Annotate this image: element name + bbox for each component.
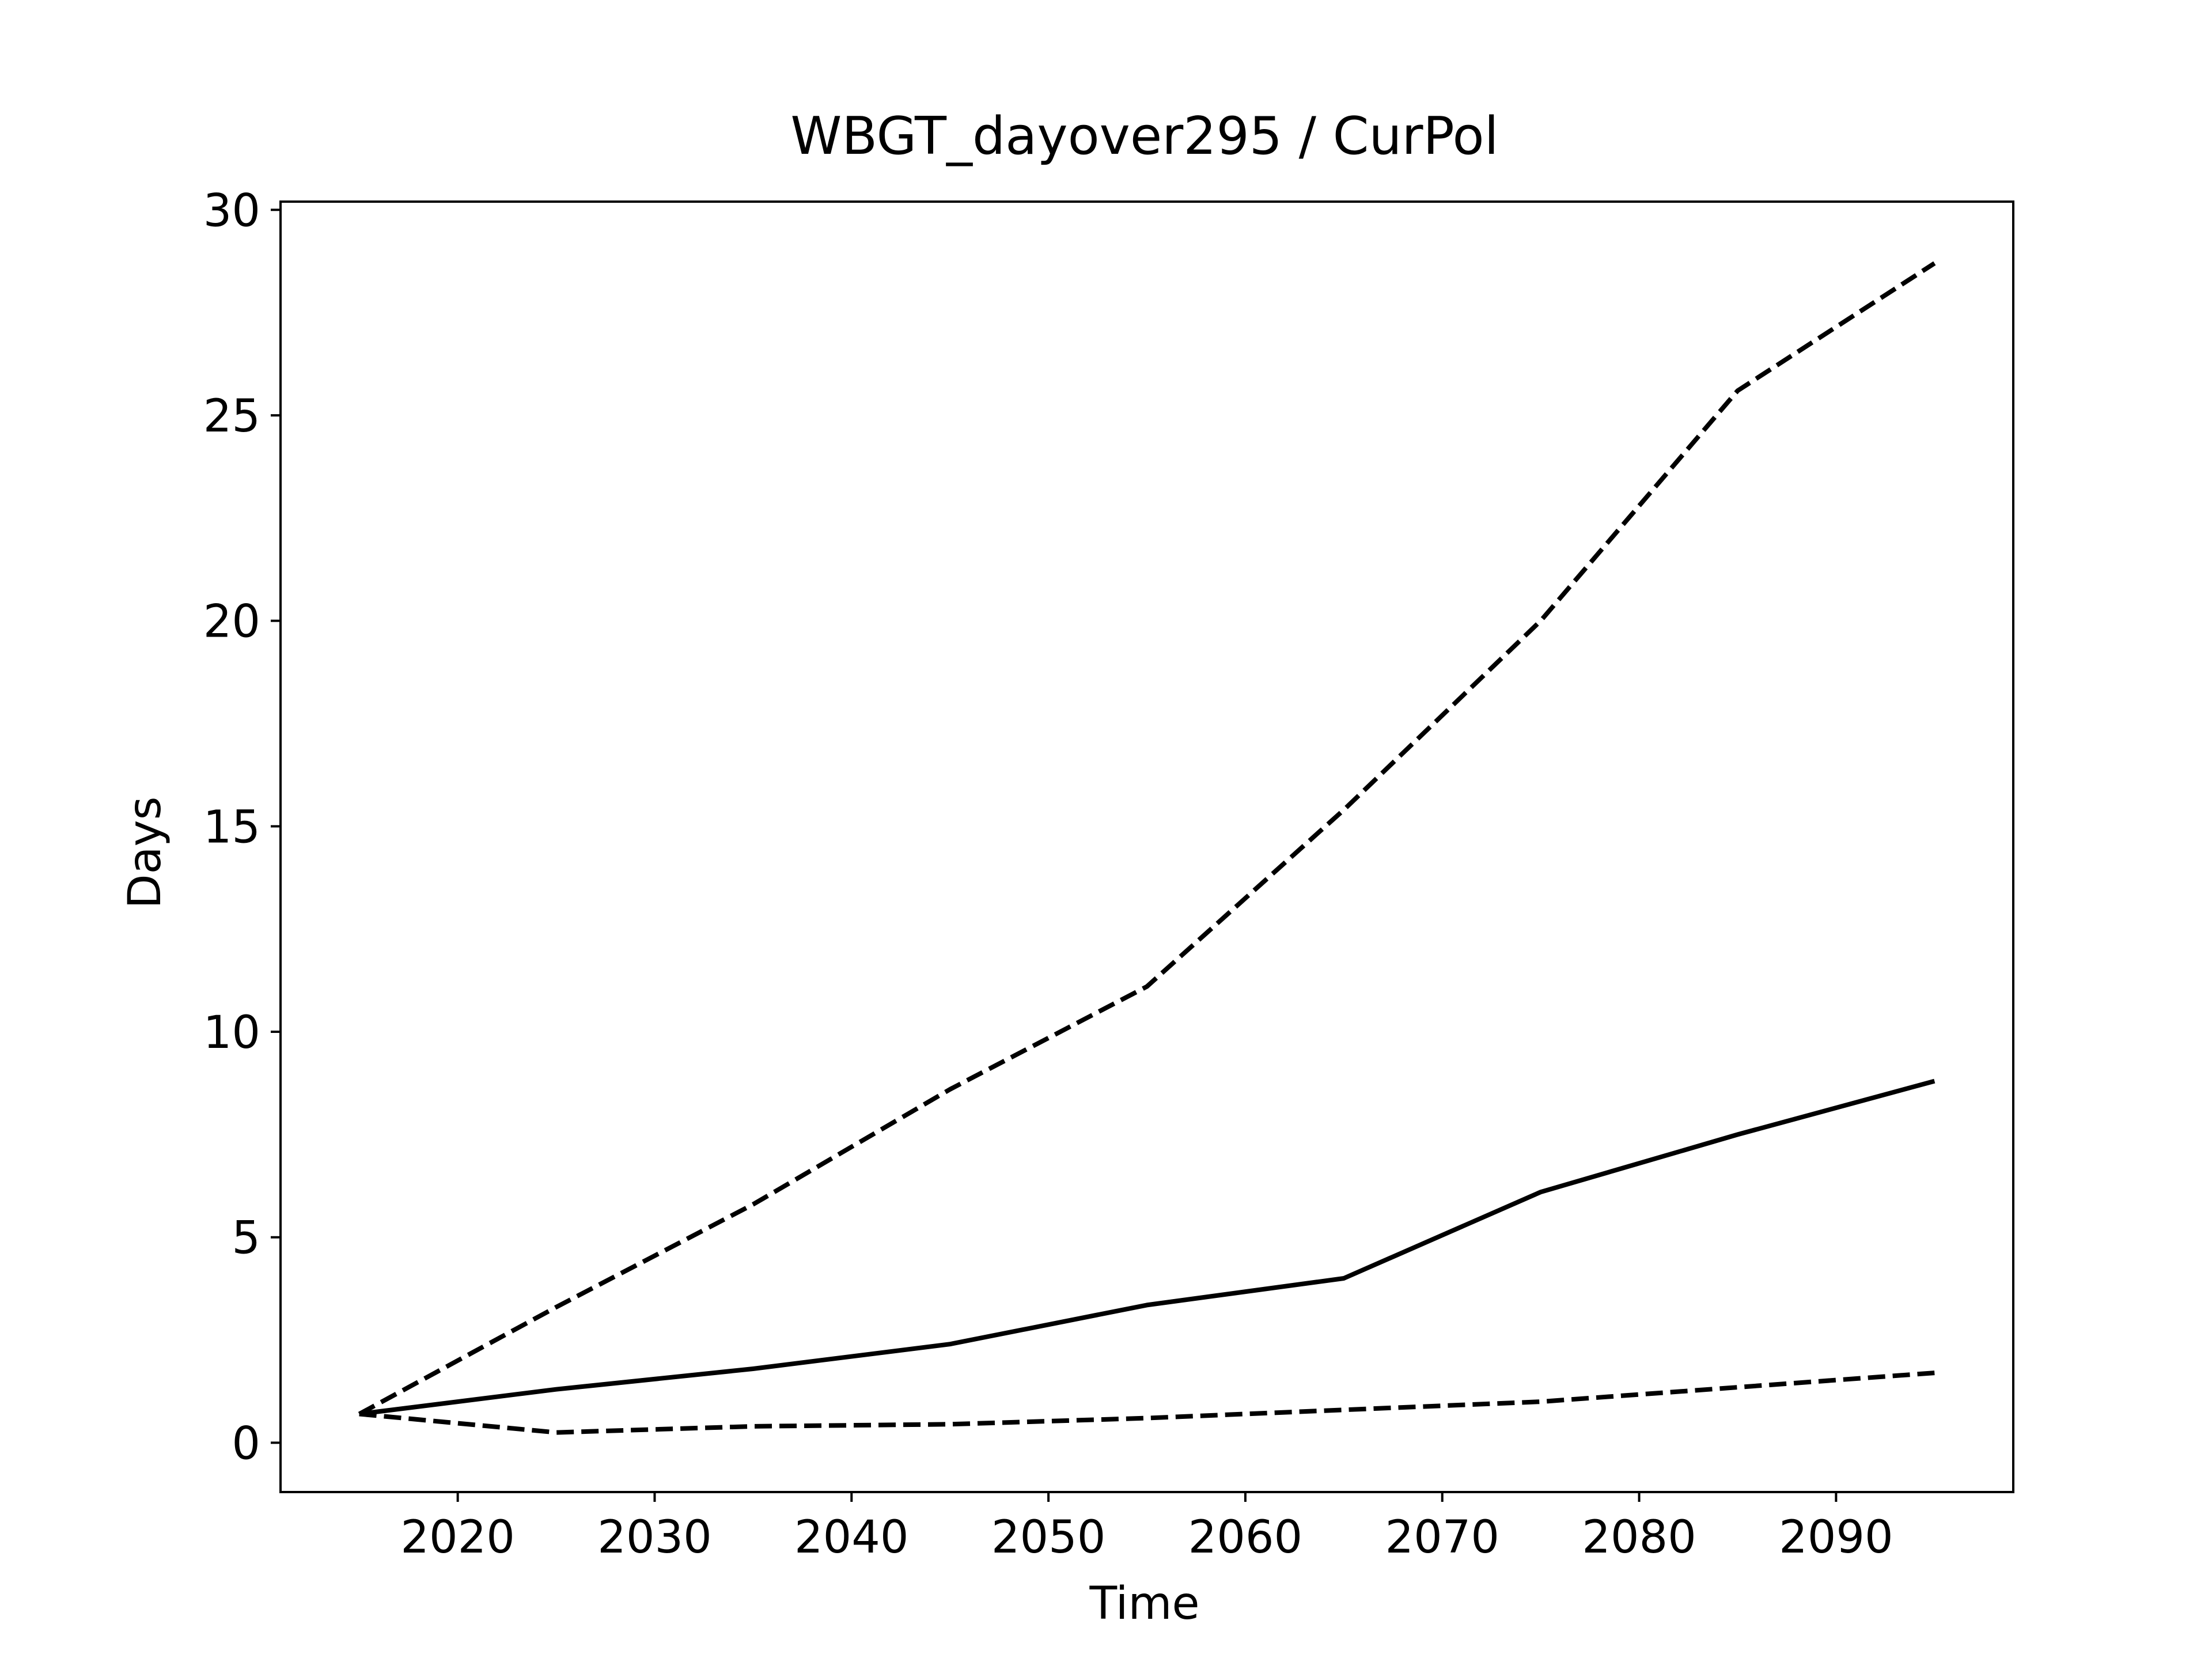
series-layer xyxy=(358,261,1936,1435)
y-tick-label: 5 xyxy=(232,1213,260,1265)
axis-ticks: 2020 2030 2040 2050 2060 2070 2080 209005101520… xyxy=(203,185,1893,1563)
y-tick-label: 10 xyxy=(203,1007,260,1059)
x-tick-label: 2030 xyxy=(597,1512,712,1563)
series-line-3-dashed xyxy=(359,1371,1935,1435)
y-tick-label: 0 xyxy=(232,1418,260,1470)
x-tick-label: 2020 xyxy=(400,1512,515,1563)
chart-title: WBGT_dayover295 / CurPol xyxy=(790,106,1498,166)
x-tick-label: 2050 xyxy=(991,1512,1106,1563)
y-axis-label: Days xyxy=(119,797,171,909)
x-tick-label: 2040 xyxy=(794,1512,909,1563)
x-tick-label: 2090 xyxy=(1779,1512,1893,1563)
y-tick-label: 20 xyxy=(203,596,260,648)
series-line-1-dashed xyxy=(358,261,1936,1417)
x-tick-label: 2080 xyxy=(1582,1512,1696,1563)
x-tick-label: 2060 xyxy=(1188,1512,1303,1563)
y-tick-label: 15 xyxy=(203,801,260,853)
y-tick-label: 25 xyxy=(203,391,260,442)
plot-area-frame xyxy=(279,200,2014,1493)
series-line-2-solid xyxy=(359,1078,1936,1417)
x-tick-label: 2070 xyxy=(1385,1512,1499,1563)
x-axis-label: Time xyxy=(1089,1578,1200,1630)
y-tick-label: 30 xyxy=(203,185,260,237)
